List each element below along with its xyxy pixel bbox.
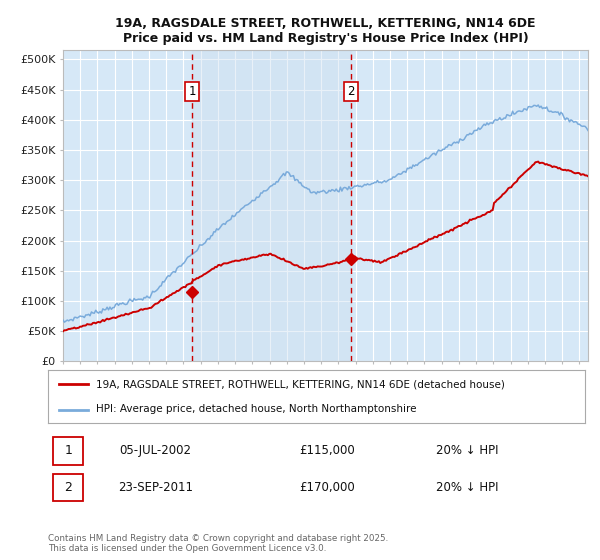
- FancyBboxPatch shape: [53, 437, 83, 465]
- Text: 2: 2: [347, 85, 355, 98]
- Text: HPI: Average price, detached house, North Northamptonshire: HPI: Average price, detached house, Nort…: [97, 404, 417, 414]
- Text: 1: 1: [188, 85, 196, 98]
- Text: £170,000: £170,000: [299, 481, 355, 494]
- Text: £115,000: £115,000: [299, 444, 355, 458]
- Bar: [192, 50, 351, 361]
- Text: 1: 1: [64, 444, 72, 458]
- Text: 19A, RAGSDALE STREET, ROTHWELL, KETTERING, NN14 6DE (detached house): 19A, RAGSDALE STREET, ROTHWELL, KETTERIN…: [97, 380, 505, 390]
- Text: 20% ↓ HPI: 20% ↓ HPI: [436, 444, 498, 458]
- FancyBboxPatch shape: [53, 474, 83, 501]
- Text: 05-JUL-2002: 05-JUL-2002: [119, 444, 191, 458]
- Title: 19A, RAGSDALE STREET, ROTHWELL, KETTERING, NN14 6DE
Price paid vs. HM Land Regis: 19A, RAGSDALE STREET, ROTHWELL, KETTERIN…: [115, 17, 536, 45]
- Text: 2: 2: [64, 481, 72, 494]
- Text: 23-SEP-2011: 23-SEP-2011: [118, 481, 193, 494]
- Text: Contains HM Land Registry data © Crown copyright and database right 2025.
This d: Contains HM Land Registry data © Crown c…: [48, 534, 388, 553]
- Text: 20% ↓ HPI: 20% ↓ HPI: [436, 481, 498, 494]
